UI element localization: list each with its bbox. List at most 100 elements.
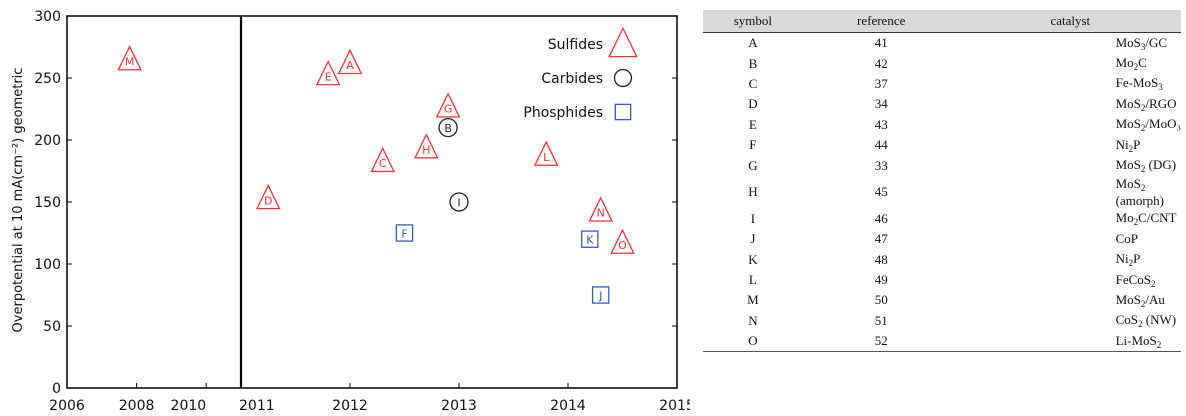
catalyst-suffix: C/CNT [1138,210,1177,226]
y-axis-label: Overpotential at 10 mA(cm⁻²) geometric [11,68,26,333]
cell-reference: 41 [874,35,888,51]
catalyst-subscript: 2 [1151,278,1156,289]
catalyst-text: Li-MoS [1115,332,1157,348]
y-tick-label: 100 [34,257,61,273]
triangle-marker-A [337,48,363,75]
cell-symbol: G [748,157,758,173]
cell-reference: 44 [874,137,888,153]
y-tick-label: 150 [34,195,61,211]
catalyst-text: MoS [1115,291,1141,307]
catalyst-subscript: 2 [1138,319,1143,330]
catalyst-text: Ni [1115,136,1129,152]
catalyst-subscript: 2 [1140,102,1146,113]
cell-symbol: E [748,116,757,132]
triangle-marker-E [315,59,341,86]
table-row: C 37 Fe-MoS3 [703,74,1181,94]
table-row: K 48 Ni2P [703,250,1181,270]
x-tick-label: 2006 [49,398,85,414]
y-tick-label: 50 [43,319,61,335]
x-tick-label: 2014 [550,398,586,414]
catalyst-suffix: P [1133,251,1141,267]
cell-reference: 37 [874,75,888,91]
catalyst-subscript: 2 [1133,217,1139,228]
header-reference: reference [802,10,960,33]
table-row: J 47 CoP [703,229,1181,249]
catalyst-subscript: 2 [1128,258,1134,269]
cell-reference: 43 [874,116,888,132]
table-row: H 45 MoS2 (amorph) [703,176,1181,209]
cell-symbol: D [748,96,758,112]
cell-symbol: J [750,231,756,247]
cell-symbol: K [748,251,758,267]
point-label-N: N [597,207,605,220]
catalyst-text: Mo [1115,55,1134,71]
table-row: I 46 Mo2C/CNT [703,209,1181,229]
point-label-H: H [422,143,430,156]
point-label-F: F [401,228,407,241]
cell-catalyst: MoS2/MoO₃ [960,115,1181,135]
catalyst-subscript: 2 [1156,339,1162,350]
catalyst-suffix: /RGO [1145,95,1177,111]
cell-reference: 50 [874,292,888,308]
legend-label-circle: Carbides [541,71,603,87]
cell-catalyst: Fe-MoS3 [960,74,1181,94]
catalyst-text: FeCoS [1115,271,1152,287]
catalyst-text: MoS [1115,175,1141,191]
point-label-E: E [325,70,332,83]
table-row: D 34 MoS2/RGO [703,94,1181,114]
table-row: E 43 MoS2/MoO₃ [703,115,1181,135]
catalyst-subscript: 2 [1140,182,1146,193]
header-catalyst: catalyst [959,10,1181,33]
table-row: N 51 CoS2 (NW) [703,311,1181,331]
point-label-J: J [598,290,602,303]
cell-catalyst: Li-MoS2 [959,331,1181,353]
cell-symbol: L [748,272,757,288]
circle-marker-I [449,192,469,212]
cell-catalyst: CoP [960,229,1181,249]
triangle-marker-L [533,140,559,166]
triangle-marker-C [370,146,395,173]
cell-symbol: I [750,210,756,226]
x-tick-label: 2011 [239,398,275,414]
square-marker-J [591,286,610,304]
x-tick-label: 2015 [659,398,690,414]
catalyst-text: MoS [1115,34,1141,50]
legend-circle-icon [613,68,633,88]
catalyst-suffix: (NW) [1142,312,1177,328]
cell-symbol: O [703,331,803,353]
square-marker-F [395,224,414,242]
legend-square-icon [614,103,632,121]
point-label-A: A [346,59,354,72]
y-tick-label: 200 [34,133,61,149]
cell-reference: 42 [874,55,888,71]
catalyst-text: CoS [1115,312,1139,328]
triangle-marker-M [117,45,142,71]
x-tick-label: 2010 [171,398,207,414]
point-label-I: I [457,197,460,210]
cell-symbol: N [748,312,758,328]
point-label-M: M [125,55,135,68]
y-tick-label: 250 [34,71,61,87]
catalyst-subscript: 2 [1140,298,1146,309]
point-label-D: D [264,194,272,207]
triangle-marker-G [435,92,461,118]
point-label-K: K [586,234,594,247]
table-header-row: symbol reference catalyst [703,10,1181,33]
cell-catalyst: Mo2C [960,53,1181,73]
cell-catalyst: Ni2P [960,250,1181,270]
point-label-O: O [618,239,627,252]
chart-marks: M D E A C H G L N O B I F K J [117,45,635,304]
point-label-C: C [379,157,387,170]
catalyst-subscript: 2 [1128,143,1134,154]
catalyst-suffix: (amorph) [1115,192,1164,208]
cell-reference: 48 [874,251,888,267]
y-tick-label: 0 [52,381,61,397]
catalyst-subscript: 3 [1158,82,1163,93]
triangle-marker-O [610,228,635,254]
chart-legend: Sulfides Carbides Phosphides [523,26,638,121]
catalyst-suffix: C [1138,55,1147,71]
cell-catalyst: Ni2P [960,135,1181,155]
cell-reference: 47 [874,231,888,247]
point-label-G: G [444,103,453,116]
catalyst-text: MoS [1115,157,1141,173]
